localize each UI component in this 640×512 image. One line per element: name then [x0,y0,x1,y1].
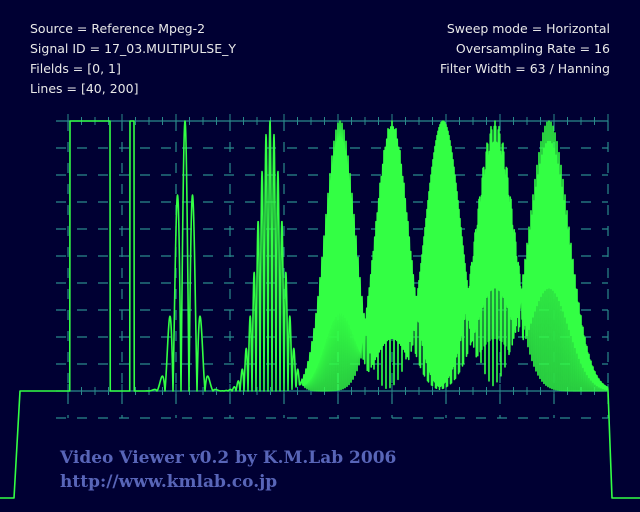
signal-id-label: Signal ID = 17_03.MULTIPULSE_Y [30,41,237,56]
waveform-path [0,120,640,499]
source-label: Source = Reference Mpeg-2 [30,21,206,36]
signal-info-panel: Source = Reference Mpeg-2 Signal ID = 17… [30,19,236,99]
app-title: Video Viewer v0.2 by K.M.Lab 2006 [60,448,397,468]
sweep-info-panel: Sweep mode = Horizontal Oversampling Rat… [440,19,610,79]
filter-width-label: Filter Width = 63 / Hanning [440,61,610,76]
waveform-trace [0,120,640,499]
oversampling-label: Oversampling Rate = 16 [455,41,610,56]
lines-label: Lines = [40, 200] [30,81,139,96]
app-url: http://www.kmlab.co.jp [60,472,278,492]
fields-label: Filelds = [0, 1] [30,61,121,76]
sweep-mode-label: Sweep mode = Horizontal [446,21,610,36]
